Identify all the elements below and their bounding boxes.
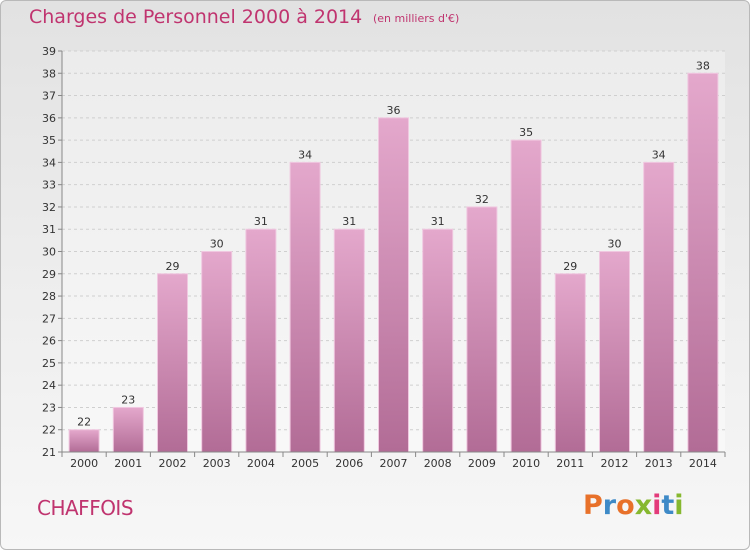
x-tick-label: 2011 [556, 457, 584, 470]
x-tick-label: 2006 [335, 457, 363, 470]
data-label: 23 [121, 393, 135, 406]
bar-2004 [245, 228, 277, 453]
x-tick-label: 2010 [512, 457, 540, 470]
bar-2006 [333, 228, 365, 453]
y-tick-label: 34 [42, 156, 56, 169]
data-label: 34 [652, 148, 666, 161]
bar-2001 [112, 406, 144, 453]
y-tick-label: 23 [42, 401, 56, 414]
bar-2010 [510, 139, 542, 453]
x-tick-label: 2014 [689, 457, 717, 470]
data-label: 34 [298, 148, 312, 161]
bar-2011 [554, 273, 586, 453]
y-tick-label: 24 [42, 379, 56, 392]
y-tick-label: 32 [42, 201, 56, 214]
x-tick-label: 2013 [645, 457, 673, 470]
data-label: 31 [431, 215, 445, 228]
proxiti-logo[interactable]: Proxiti [583, 490, 684, 521]
y-tick-label: 28 [42, 290, 56, 303]
y-tick-label: 31 [42, 223, 56, 236]
bar-2008 [422, 228, 454, 453]
bar-2003 [201, 251, 233, 453]
bar-2014 [687, 72, 719, 453]
labels: 21 22 23 24 25 26 27 28 29 30 31 32 33 34 35 36 37 38 39 22… [42, 45, 717, 470]
y-tick-label: 39 [42, 45, 56, 58]
y-tick-label: 36 [42, 112, 56, 125]
bar-2000 [68, 429, 100, 453]
bar-2009 [466, 206, 498, 453]
chart-title: Charges de Personnel 2000 à 2014 [29, 6, 363, 28]
data-label: 38 [696, 59, 710, 72]
bar-2007 [378, 117, 409, 453]
x-tick-label: 2009 [468, 457, 496, 470]
y-tick-label: 25 [42, 357, 56, 370]
x-tick-label: 2003 [203, 457, 231, 470]
x-tick-label: 2005 [291, 457, 319, 470]
y-tick-label: 21 [42, 446, 56, 459]
y-tick-label: 35 [42, 134, 56, 147]
bars [68, 72, 719, 453]
y-tick-label: 37 [42, 90, 56, 103]
x-tick-label: 2008 [424, 457, 452, 470]
chart-subtitle: (en milliers d'€) [373, 12, 460, 25]
data-label: 30 [608, 238, 622, 251]
data-label: 31 [254, 215, 268, 228]
bar-2013 [643, 161, 675, 453]
x-tick-label: 2004 [247, 457, 275, 470]
x-tick-label: 2007 [380, 457, 408, 470]
data-label: 22 [77, 416, 91, 429]
y-tick-label: 29 [42, 268, 56, 281]
data-label: 29 [166, 260, 180, 273]
data-label: 36 [387, 104, 401, 117]
data-label: 29 [563, 260, 577, 273]
bar-2005 [289, 161, 321, 453]
bar-2012 [599, 251, 630, 453]
x-tick-label: 2002 [159, 457, 187, 470]
commune-name: CHAFFOIS [37, 496, 134, 520]
y-tick-label: 33 [42, 179, 56, 192]
axes [58, 50, 726, 457]
data-label: 31 [342, 215, 356, 228]
bar-2002 [157, 273, 188, 453]
data-label: 32 [475, 193, 489, 206]
y-tick-label: 27 [42, 312, 56, 325]
data-label: 35 [519, 126, 533, 139]
y-tick-label: 26 [42, 335, 56, 348]
y-tick-label: 38 [42, 67, 56, 80]
x-tick-label: 2001 [114, 457, 142, 470]
y-tick-label: 30 [42, 246, 56, 259]
x-tick-label: 2000 [70, 457, 98, 470]
data-label: 30 [210, 238, 224, 251]
y-tick-label: 22 [42, 424, 56, 437]
x-tick-label: 2012 [601, 457, 629, 470]
